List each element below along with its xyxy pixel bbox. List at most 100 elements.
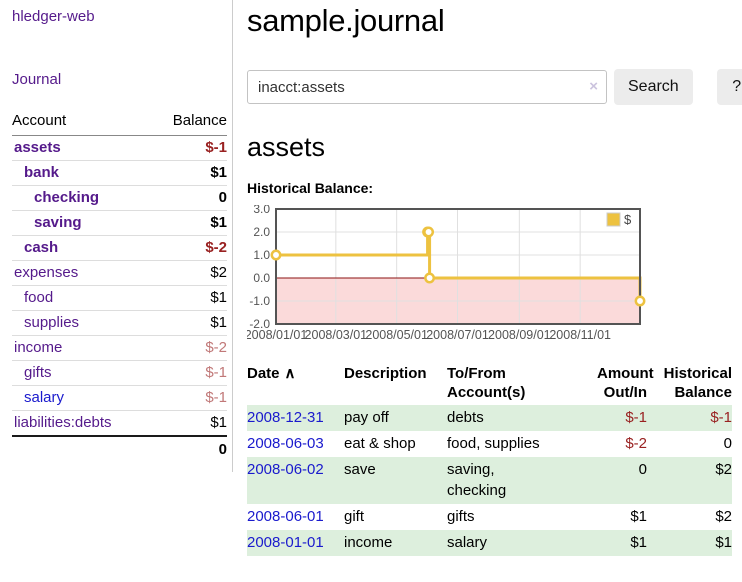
register-cell: salary [447,530,597,556]
register-cell: $1 [647,530,732,556]
register-cell: pay off [344,405,447,431]
svg-text:2008/07/01: 2008/07/01 [426,328,489,342]
register-cell: gifts [447,508,475,525]
svg-text:-1.0: -1.0 [249,294,270,308]
register-cell: income [344,530,447,556]
account-balance: $-1 [205,389,227,406]
register-cell: eat & shop [344,435,416,452]
register-cell: 0 [597,457,647,504]
svg-text:2008/03/01: 2008/03/01 [305,328,368,342]
svg-text:0.0: 0.0 [253,271,270,285]
register-cell: gift [344,508,365,525]
app-title-link[interactable]: hledger-web [12,8,95,25]
account-link-food[interactable]: food [24,289,54,306]
account-row: salary $-1 [12,385,227,410]
account-row: income $-2 [12,335,227,360]
account-link-gifts[interactable]: gifts [24,364,52,381]
register-cell: $2 [715,508,732,525]
register-cell: $2 [647,457,732,504]
account-link-saving[interactable]: saving [34,214,82,231]
transaction-row: 2008-06-02 save saving, checking 0 $2 [247,457,732,504]
accounts-header-account: Account [12,112,67,129]
register-cell: $-1 [647,405,732,431]
help-button[interactable]: ? [716,69,742,105]
main-content: sample.journal × Search ? assets Histori… [233,0,742,556]
account-balance: $2 [210,264,227,281]
register-cell: saving, checking [447,457,597,504]
account-balance: $-1 [205,364,227,381]
app-window: hledger-web Journal Account Balance asse… [0,0,742,556]
register-cell: debts [447,405,597,431]
clear-search-icon[interactable]: × [589,78,598,95]
account-row: saving $1 [12,210,227,235]
register-col-header: To/From Account(s) [447,365,526,401]
register-col-header: Description [344,365,427,382]
svg-text:2008/01/01: 2008/01/01 [247,328,307,342]
chart-canvas: 3.0 2.0 1.0 0.0 -1.0 -2.02008/01/012008/03/01… [245,202,646,342]
account-row: supplies $1 [12,310,227,335]
register-col-header-label: Date [247,365,280,382]
transaction-date-link[interactable]: 2008-12-31 [247,409,324,426]
register-col-header: Historical Balance [663,365,732,401]
sort-asc-icon: ∧ [284,365,296,382]
search-button[interactable]: Search [614,69,693,105]
account-row: liabilities:debts $1 [12,410,227,435]
register-cell: save [344,457,447,504]
account-row: expenses $2 [12,260,227,285]
sidebar-item-journal[interactable]: Journal [12,71,62,88]
svg-text:3.0: 3.0 [253,205,270,216]
svg-text:-2.0: -2.0 [249,317,270,331]
account-balance: $1 [210,414,227,431]
svg-text:2.0: 2.0 [253,225,270,239]
account-balance: 0 [218,189,227,206]
transaction-date-link[interactable]: 2008-06-03 [247,435,324,452]
account-row: food $1 [12,285,227,310]
register-col-header: Date ∧ [247,362,344,405]
account-row: cash $-2 [12,235,227,260]
register-col-header: Amount Out/In [597,365,654,401]
transaction-row: 2008-01-01 income salary $1 $1 [247,530,732,556]
account-balance: $-1 [205,139,227,156]
search-bar: × Search ? [247,69,742,105]
transaction-date-link[interactable]: 2008-01-01 [247,534,324,551]
transaction-row: 2008-06-03 eat & shop food, supplies $-2 0 [247,431,732,457]
accounts-total-value: 0 [218,441,227,458]
account-balance: $1 [210,214,227,231]
svg-text:2008/09/01: 2008/09/01 [488,328,551,342]
register-cell: food, supplies [447,435,540,452]
chart-label: Historical Balance: [247,180,374,196]
register-cell: $1 [630,508,647,525]
account-link-cash[interactable]: cash [24,239,59,256]
register-cell: $-1 [597,405,647,431]
transaction-date-link[interactable]: 2008-06-01 [247,508,324,525]
account-link-salary[interactable]: salary [24,389,65,406]
transaction-date-link[interactable]: 2008-06-02 [247,461,324,478]
account-balance: $-2 [205,239,227,256]
historical-balance-chart: 3.0 2.0 1.0 0.0 -1.0 -2.0 2008/01/01 2008/03/01… [245,202,727,347]
account-link-assets[interactable]: assets [14,139,61,156]
account-link-liabilities-debts[interactable]: liabilities:debts [14,414,112,431]
account-link-checking[interactable]: checking [34,189,100,206]
account-link-expenses[interactable]: expenses [14,264,79,281]
account-link-income[interactable]: income [14,339,63,356]
search-input[interactable] [247,70,607,104]
page-title: sample.journal [247,3,445,38]
svg-text:2008/05/01: 2008/05/01 [365,328,428,342]
register-cell: $-2 [625,435,647,452]
svg-text:1.0: 1.0 [253,248,270,262]
account-title: assets [247,132,326,162]
account-balance: $-2 [205,339,227,356]
accounts-header-balance: Balance [172,112,227,129]
account-balance: $1 [210,164,227,181]
register-cell: 0 [723,435,732,452]
chart-legend-label: $ [624,212,632,227]
sidebar: hledger-web Journal Account Balance asse… [0,0,233,472]
account-link-bank[interactable]: bank [24,164,60,181]
account-row: checking 0 [12,185,227,210]
account-balance: $1 [210,314,227,331]
account-link-supplies[interactable]: supplies [24,314,80,331]
account-row: assets $-1 [12,136,227,160]
register-cell: $1 [597,530,647,556]
accounts-list: assets $-1 bank $1 checking 0 saving $1 cash $-2 e… [12,136,227,435]
accounts-total-row: 0 [12,435,227,462]
